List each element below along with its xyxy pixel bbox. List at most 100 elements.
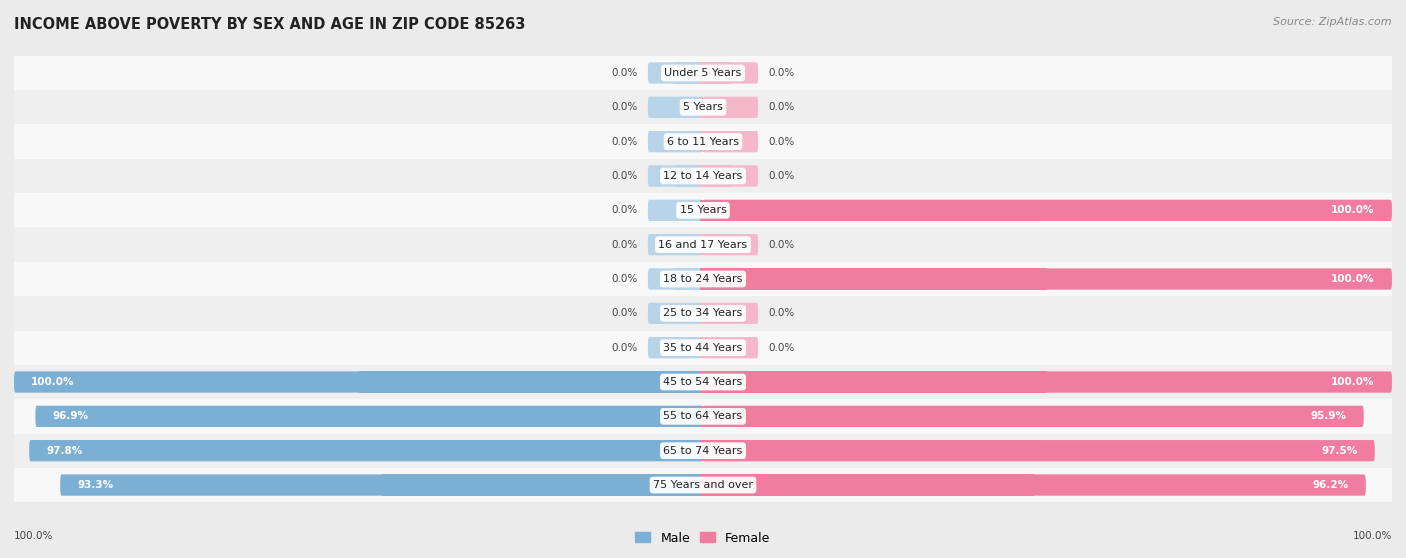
Bar (14, 434, 1392, 468)
FancyBboxPatch shape (703, 474, 1365, 496)
FancyBboxPatch shape (703, 234, 758, 256)
FancyBboxPatch shape (14, 372, 703, 393)
FancyBboxPatch shape (700, 200, 1047, 221)
Text: 0.0%: 0.0% (612, 205, 637, 215)
Text: 0.0%: 0.0% (612, 240, 637, 249)
Text: 97.8%: 97.8% (46, 446, 83, 456)
FancyBboxPatch shape (703, 165, 758, 186)
Text: 15 Years: 15 Years (679, 205, 727, 215)
Text: Under 5 Years: Under 5 Years (665, 68, 741, 78)
FancyBboxPatch shape (675, 131, 706, 152)
Text: 100.0%: 100.0% (14, 531, 53, 541)
FancyBboxPatch shape (675, 165, 706, 186)
Text: 75 Years and over: 75 Years and over (652, 480, 754, 490)
FancyBboxPatch shape (700, 302, 731, 324)
Text: 0.0%: 0.0% (769, 137, 794, 147)
FancyBboxPatch shape (648, 165, 703, 186)
FancyBboxPatch shape (381, 474, 706, 496)
FancyBboxPatch shape (648, 302, 703, 324)
Text: 18 to 24 Years: 18 to 24 Years (664, 274, 742, 284)
Text: 100.0%: 100.0% (31, 377, 75, 387)
Text: 100.0%: 100.0% (1331, 274, 1375, 284)
FancyBboxPatch shape (60, 474, 703, 496)
FancyBboxPatch shape (703, 337, 758, 358)
FancyBboxPatch shape (703, 131, 758, 152)
FancyBboxPatch shape (675, 337, 706, 358)
Text: 0.0%: 0.0% (769, 68, 794, 78)
Text: 0.0%: 0.0% (769, 171, 794, 181)
Text: 0.0%: 0.0% (612, 102, 637, 112)
Text: 0.0%: 0.0% (769, 240, 794, 249)
Bar (14, 228, 1392, 262)
Text: Source: ZipAtlas.com: Source: ZipAtlas.com (1274, 17, 1392, 27)
FancyBboxPatch shape (675, 234, 706, 256)
FancyBboxPatch shape (700, 372, 1047, 393)
FancyBboxPatch shape (366, 440, 706, 461)
Text: 96.9%: 96.9% (52, 411, 89, 421)
FancyBboxPatch shape (648, 97, 703, 118)
FancyBboxPatch shape (703, 302, 758, 324)
FancyBboxPatch shape (703, 440, 1375, 461)
Text: 95.9%: 95.9% (1310, 411, 1347, 421)
Text: 16 and 17 Years: 16 and 17 Years (658, 240, 748, 249)
Text: INCOME ABOVE POVERTY BY SEX AND AGE IN ZIP CODE 85263: INCOME ABOVE POVERTY BY SEX AND AGE IN Z… (14, 17, 526, 32)
Text: 0.0%: 0.0% (612, 274, 637, 284)
FancyBboxPatch shape (703, 372, 1392, 393)
Text: 0.0%: 0.0% (612, 171, 637, 181)
Text: 100.0%: 100.0% (1331, 205, 1375, 215)
Bar (14, 296, 1392, 330)
FancyBboxPatch shape (648, 131, 703, 152)
Bar (14, 159, 1392, 193)
FancyBboxPatch shape (700, 62, 731, 84)
FancyBboxPatch shape (675, 302, 706, 324)
Text: 35 to 44 Years: 35 to 44 Years (664, 343, 742, 353)
FancyBboxPatch shape (370, 406, 706, 427)
FancyBboxPatch shape (700, 474, 1035, 496)
FancyBboxPatch shape (700, 440, 1039, 461)
FancyBboxPatch shape (700, 337, 731, 358)
FancyBboxPatch shape (703, 406, 1364, 427)
FancyBboxPatch shape (675, 97, 706, 118)
Text: 93.3%: 93.3% (77, 480, 114, 490)
FancyBboxPatch shape (700, 234, 731, 256)
Text: 25 to 34 Years: 25 to 34 Years (664, 309, 742, 318)
FancyBboxPatch shape (703, 200, 1392, 221)
FancyBboxPatch shape (648, 234, 703, 256)
Bar (14, 468, 1392, 502)
Bar (14, 193, 1392, 228)
Bar (14, 399, 1392, 434)
Text: 0.0%: 0.0% (612, 309, 637, 318)
Text: 100.0%: 100.0% (1331, 377, 1375, 387)
Text: 12 to 14 Years: 12 to 14 Years (664, 171, 742, 181)
FancyBboxPatch shape (700, 97, 731, 118)
Text: 65 to 74 Years: 65 to 74 Years (664, 446, 742, 456)
Text: 97.5%: 97.5% (1322, 446, 1358, 456)
FancyBboxPatch shape (359, 372, 706, 393)
FancyBboxPatch shape (648, 200, 703, 221)
Text: 6 to 11 Years: 6 to 11 Years (666, 137, 740, 147)
FancyBboxPatch shape (30, 440, 703, 461)
Bar (14, 56, 1392, 90)
FancyBboxPatch shape (703, 62, 758, 84)
Text: 0.0%: 0.0% (769, 309, 794, 318)
FancyBboxPatch shape (675, 200, 706, 221)
Text: 100.0%: 100.0% (1353, 531, 1392, 541)
FancyBboxPatch shape (648, 337, 703, 358)
FancyBboxPatch shape (700, 406, 1033, 427)
Bar (14, 124, 1392, 159)
FancyBboxPatch shape (648, 62, 703, 84)
FancyBboxPatch shape (700, 268, 1047, 290)
Text: 0.0%: 0.0% (612, 343, 637, 353)
Text: 96.2%: 96.2% (1312, 480, 1348, 490)
FancyBboxPatch shape (675, 62, 706, 84)
Text: 0.0%: 0.0% (612, 137, 637, 147)
Bar (14, 365, 1392, 399)
Legend: Male, Female: Male, Female (630, 527, 776, 550)
FancyBboxPatch shape (648, 268, 703, 290)
FancyBboxPatch shape (35, 406, 703, 427)
Bar (14, 330, 1392, 365)
Text: 0.0%: 0.0% (612, 68, 637, 78)
Bar (14, 262, 1392, 296)
Text: 5 Years: 5 Years (683, 102, 723, 112)
Text: 0.0%: 0.0% (769, 102, 794, 112)
